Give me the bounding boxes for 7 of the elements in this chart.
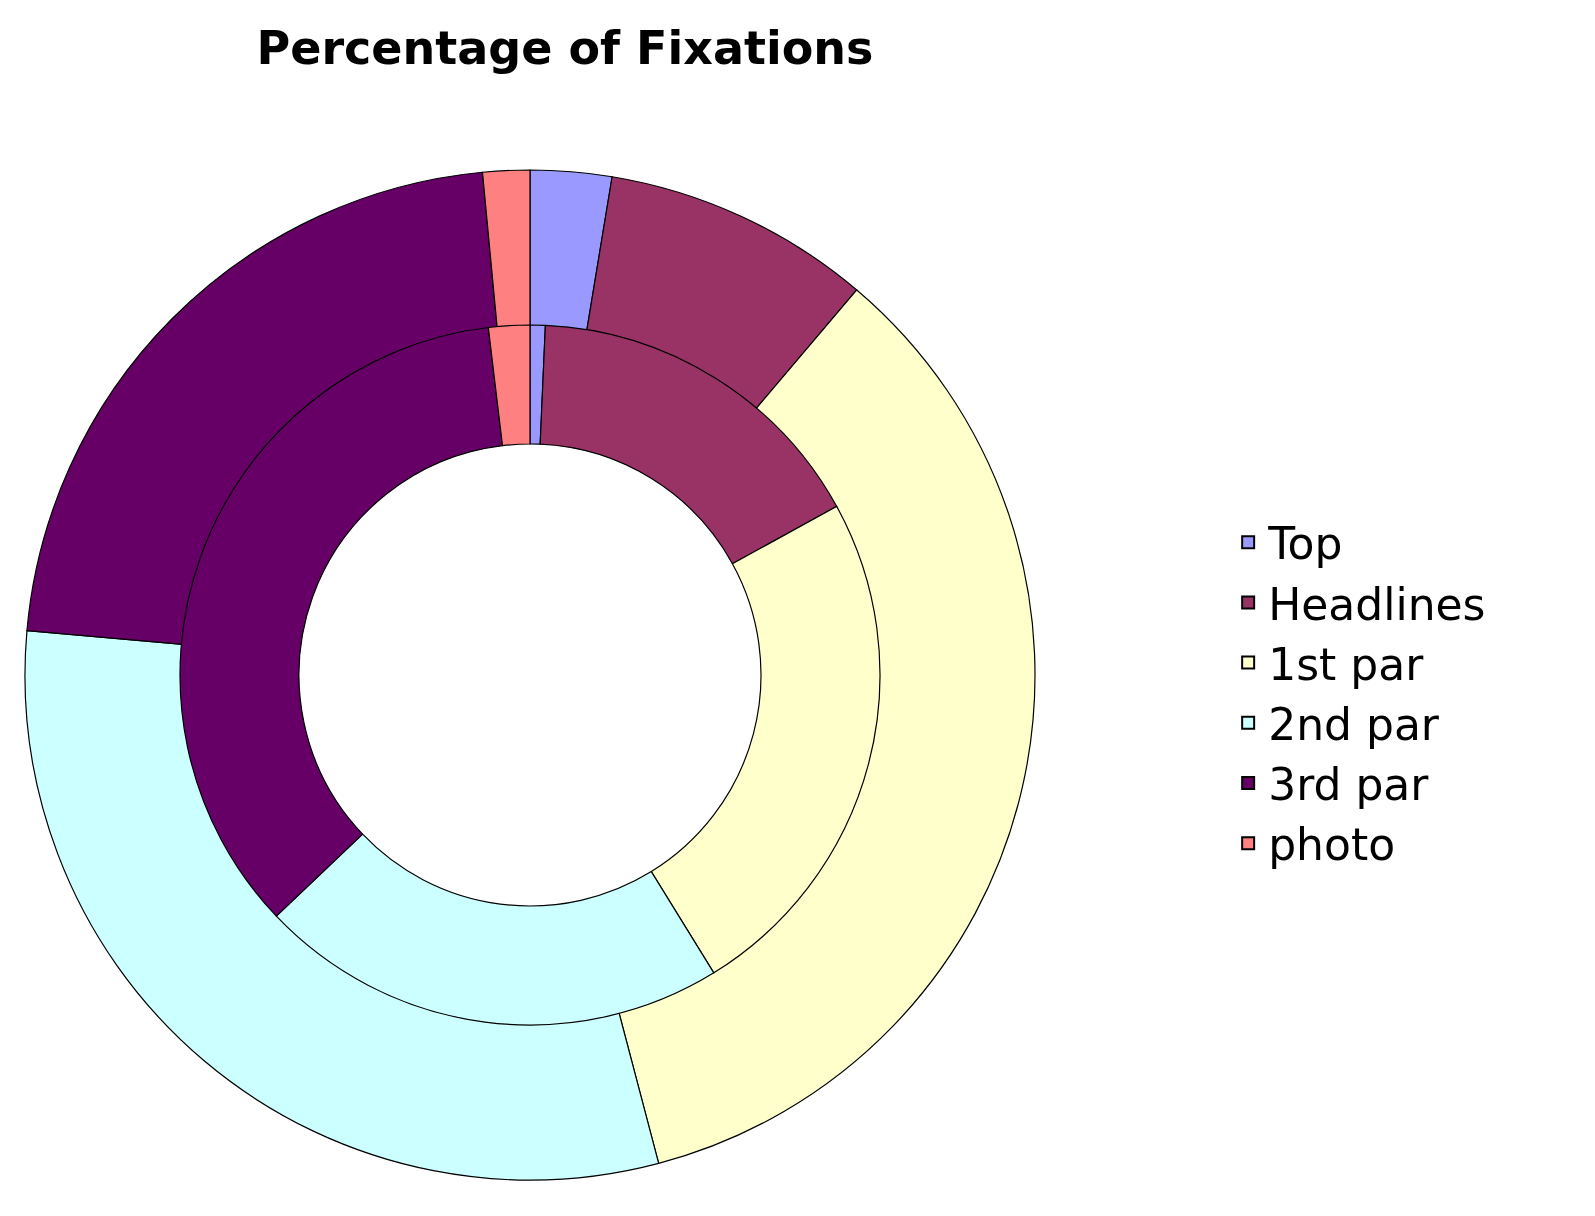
legend-label: photo [1268,819,1396,871]
legend-label: 3rd par [1268,759,1430,811]
legend-label: Headlines [1268,578,1486,630]
legend-label: Top [1267,518,1343,570]
legend-label: 2nd par [1268,698,1440,750]
legend-label: 1st par [1268,638,1425,690]
chart-title: Percentage of Fixations [256,21,874,76]
